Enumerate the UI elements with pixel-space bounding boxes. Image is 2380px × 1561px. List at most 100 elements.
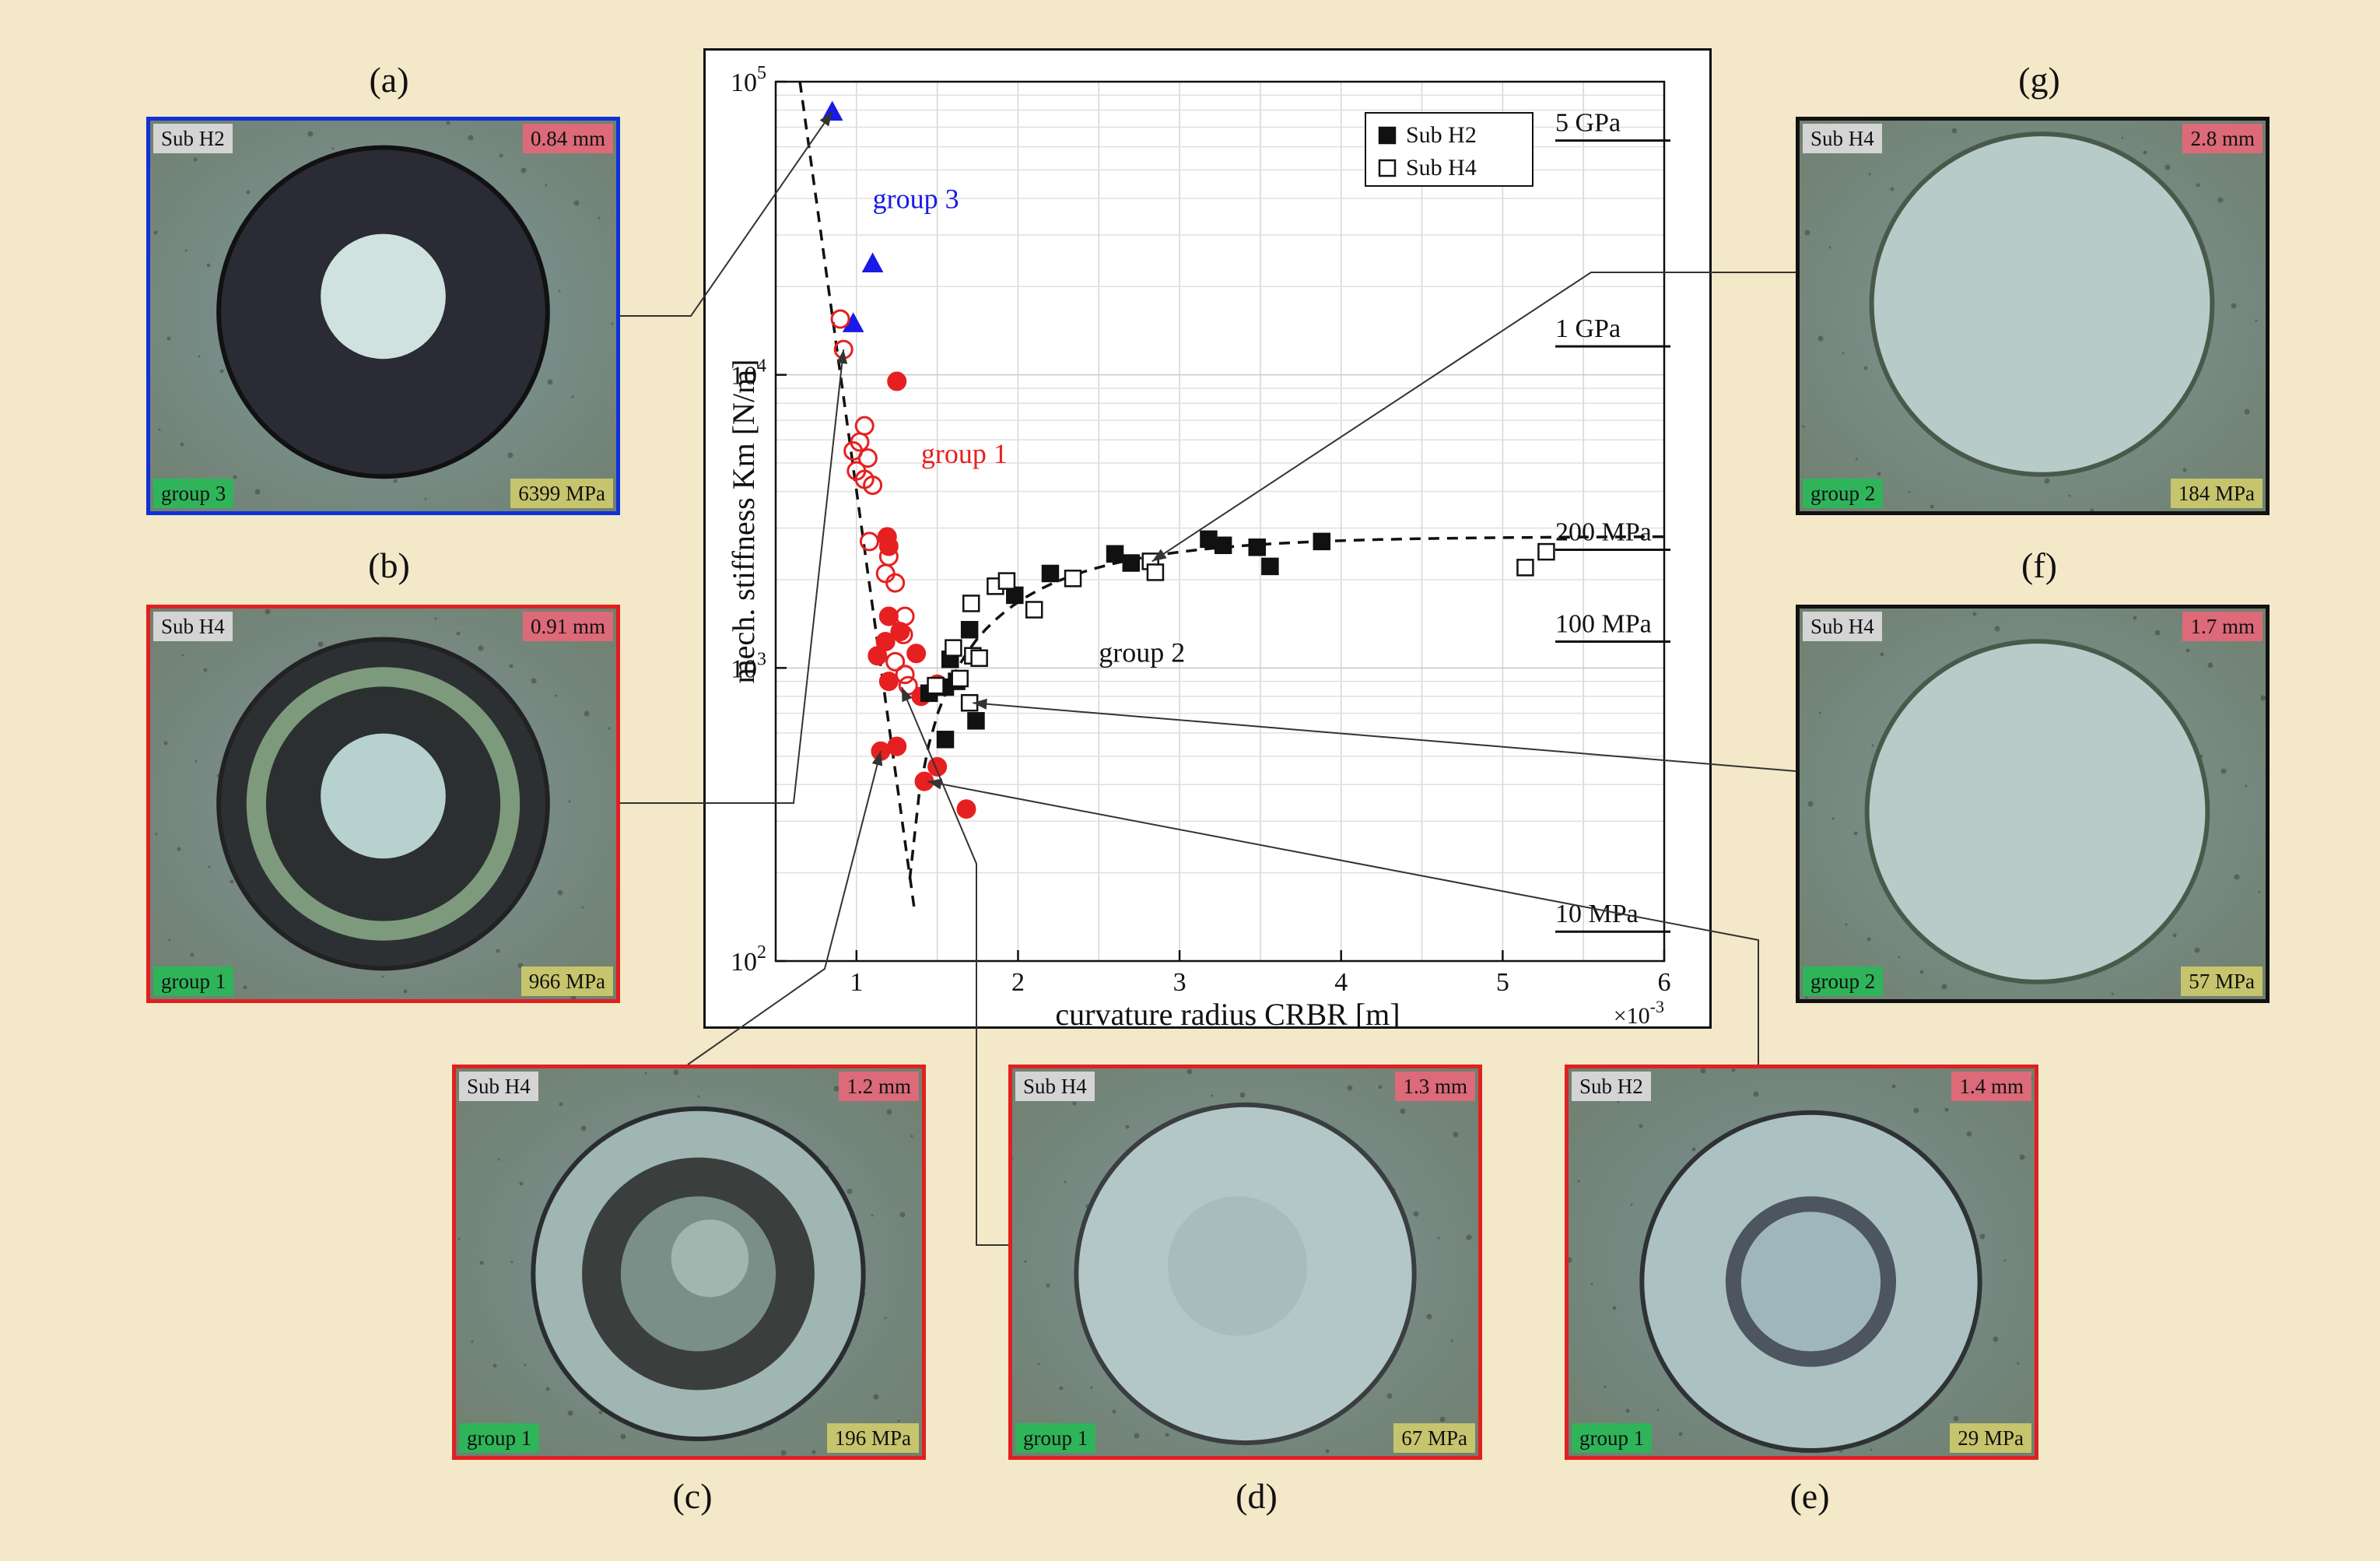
surface-speck xyxy=(524,1363,527,1366)
micrograph-image-c xyxy=(456,1068,922,1456)
surface-speck xyxy=(193,157,198,162)
surface-speck xyxy=(1944,1107,1949,1112)
data-point xyxy=(1122,554,1141,572)
data-point xyxy=(863,475,883,496)
group-label-d: group 1 xyxy=(1015,1423,1096,1453)
diameter-label-f: 1.7 mm xyxy=(2182,612,2263,641)
surface-speck xyxy=(393,479,398,483)
micrograph-a: Sub H2 0.84 mm group 3 6399 MPa xyxy=(146,117,620,515)
surface-speck xyxy=(871,1214,874,1217)
surface-speck xyxy=(468,135,474,141)
surface-speck xyxy=(2231,303,2237,309)
micrograph-c: Sub H4 1.2 mm group 1 196 MPa xyxy=(452,1065,926,1460)
surface-speck xyxy=(1165,1433,1169,1437)
data-point xyxy=(1261,557,1279,576)
surface-speck xyxy=(2003,1259,2007,1262)
data-point xyxy=(951,669,969,688)
data-point xyxy=(895,606,915,626)
diameter-label-e: 1.4 mm xyxy=(1951,1072,2031,1101)
surface-speck xyxy=(184,249,188,252)
diameter-label-b: 0.91 mm xyxy=(522,612,613,641)
surface-speck xyxy=(521,167,527,174)
micrograph-d: Sub H4 1.3 mm group 1 67 MPa xyxy=(1008,1065,1482,1460)
surface-speck xyxy=(492,1363,497,1368)
membrane-inner-ring xyxy=(1740,1212,1881,1352)
group-annotation: group 2 xyxy=(1099,637,1185,668)
micrograph-image-b xyxy=(150,609,616,999)
micrograph-image-f xyxy=(1800,609,2266,999)
surface-speck xyxy=(559,1102,563,1107)
surface-speck xyxy=(1828,246,1831,249)
surface-speck xyxy=(1625,1408,1630,1413)
data-point xyxy=(1214,536,1232,555)
surface-speck xyxy=(1908,490,1911,493)
data-point xyxy=(871,741,891,761)
surface-speck xyxy=(886,1109,892,1115)
sub-label-d: Sub H4 xyxy=(1015,1072,1095,1101)
surface-speck xyxy=(163,741,168,745)
surface-speck xyxy=(1831,817,1835,820)
micrograph-image-g xyxy=(1800,121,2266,511)
surface-speck xyxy=(510,1261,514,1264)
stress-label: 5 GPa xyxy=(1555,109,1621,138)
surface-speck xyxy=(811,1450,816,1454)
surface-speck xyxy=(545,1387,550,1391)
surface-speck xyxy=(1378,1085,1383,1089)
surface-speck xyxy=(1845,923,1848,926)
data-point xyxy=(1516,559,1534,577)
surface-speck xyxy=(1972,612,1977,616)
surface-speck xyxy=(471,1340,474,1343)
surface-speck xyxy=(568,800,571,803)
surface-speck xyxy=(2255,319,2258,322)
surface-speck xyxy=(1951,128,1958,134)
legend-swatch xyxy=(1378,126,1397,145)
surface-speck xyxy=(499,153,503,158)
surface-speck xyxy=(446,121,450,125)
data-point xyxy=(895,665,915,685)
data-point xyxy=(868,646,888,666)
data-point xyxy=(927,676,945,695)
surface-speck xyxy=(2221,768,2227,774)
surface-speck xyxy=(2217,197,2224,203)
surface-speck xyxy=(2185,648,2190,653)
stress-label: 1 GPa xyxy=(1555,314,1621,343)
surface-speck xyxy=(381,975,384,978)
surface-speck xyxy=(1853,831,1858,836)
surface-speck xyxy=(1046,1283,1050,1288)
data-point xyxy=(861,252,884,272)
surface-speck xyxy=(497,1158,500,1161)
panel-label-f: (f) xyxy=(2021,545,2057,585)
surface-speck xyxy=(1037,1363,1040,1366)
data-point xyxy=(914,771,934,791)
surface-speck xyxy=(580,1125,587,1131)
surface-speck xyxy=(153,230,158,235)
surface-speck xyxy=(1024,1260,1027,1263)
stress-label-f: 57 MPa xyxy=(2181,966,2263,996)
surface-speck xyxy=(873,1394,879,1400)
surface-speck xyxy=(2164,164,2171,170)
legend-entry: Sub H2 xyxy=(1406,122,1477,148)
data-point xyxy=(887,371,907,391)
surface-speck xyxy=(1134,1433,1140,1439)
surface-speck xyxy=(1437,1237,1440,1240)
surface-speck xyxy=(331,147,335,150)
surface-speck xyxy=(1941,984,1947,990)
surface-speck xyxy=(1064,1180,1067,1184)
surface-speck xyxy=(1863,366,1868,370)
surface-speck xyxy=(2154,630,2161,636)
data-point xyxy=(1146,563,1165,581)
surface-speck xyxy=(1866,937,1871,942)
x-tick-label: 5 xyxy=(1496,968,1509,997)
data-point xyxy=(878,536,899,556)
membrane-center xyxy=(321,733,446,859)
data-point xyxy=(859,531,879,552)
membrane-center xyxy=(671,1219,749,1297)
surface-speck xyxy=(158,428,161,431)
surface-speck xyxy=(555,694,558,697)
surface-speck xyxy=(233,475,237,479)
data-point xyxy=(875,631,896,651)
surface-speck xyxy=(2260,695,2266,701)
surface-speck xyxy=(479,1261,484,1265)
data-point xyxy=(878,606,899,626)
surface-speck xyxy=(1125,1124,1130,1129)
